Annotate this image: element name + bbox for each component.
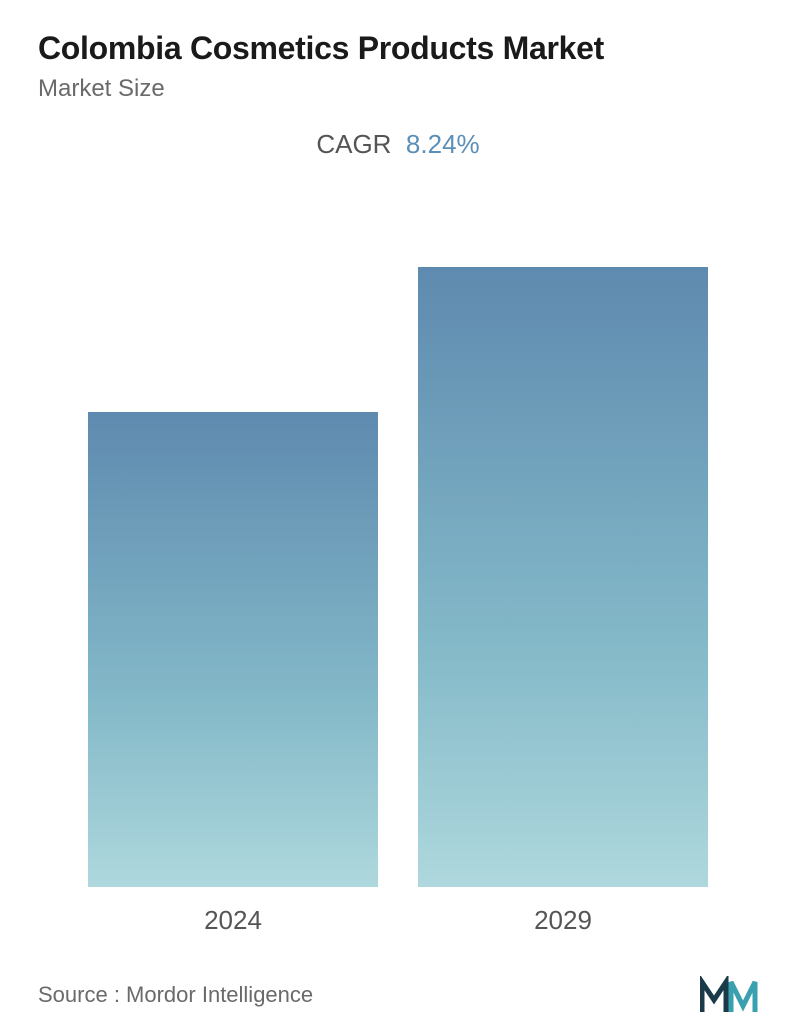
cagr-row: CAGR 8.24%: [38, 129, 758, 160]
subtitle: Market Size: [38, 75, 758, 103]
bar-label-2029: 2029: [534, 905, 592, 936]
page-title: Colombia Cosmetics Products Market: [38, 30, 758, 67]
source-label: Source : Mordor Intelligence: [38, 982, 313, 1008]
cagr-value: 8.24%: [406, 129, 480, 159]
bar-2029: [418, 267, 708, 887]
bar-group-2024: 2024: [88, 412, 378, 936]
chart-container: Colombia Cosmetics Products Market Marke…: [0, 0, 796, 1034]
bar-2024: [88, 412, 378, 887]
cagr-label: CAGR: [316, 129, 391, 159]
chart-area: 2024 2029: [38, 196, 758, 936]
bar-group-2029: 2029: [418, 267, 708, 936]
brand-logo-icon: [700, 976, 758, 1014]
footer: Source : Mordor Intelligence: [38, 964, 758, 1014]
bar-label-2024: 2024: [204, 905, 262, 936]
